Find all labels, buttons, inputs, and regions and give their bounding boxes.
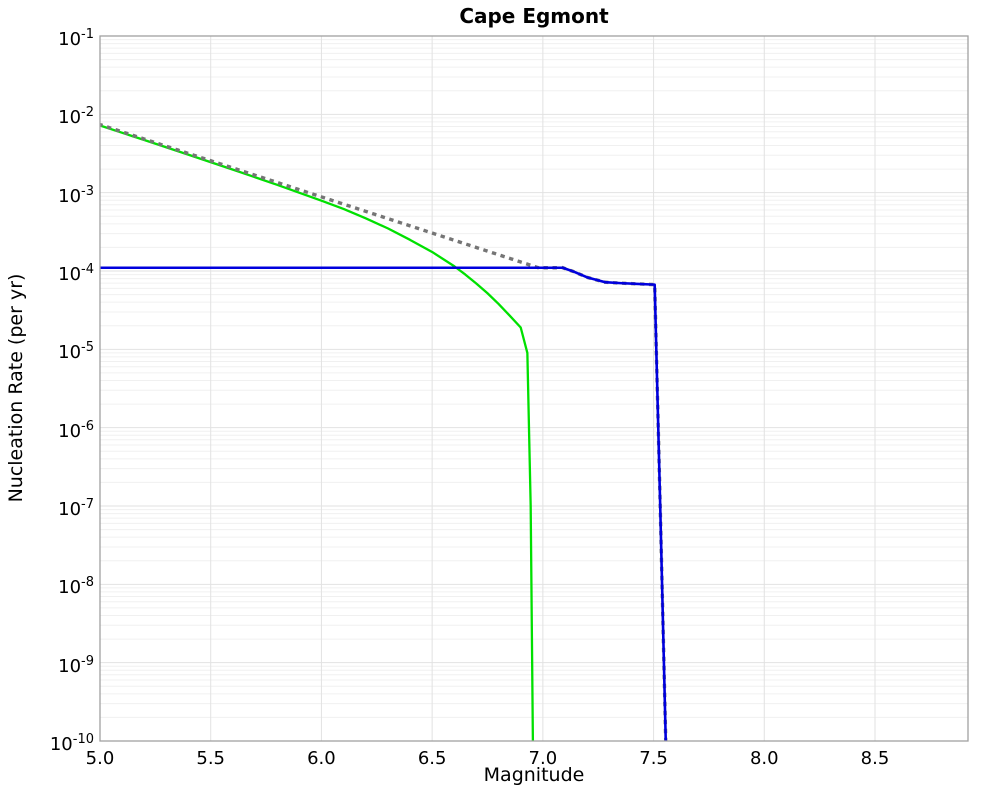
y-tick-label: 10-5 — [58, 340, 94, 364]
y-tick-label: 10-3 — [58, 183, 94, 207]
axis-border — [99, 35, 969, 742]
y-tick-label: 10-4 — [58, 262, 94, 285]
chart-title: Cape Egmont — [459, 4, 609, 28]
y-tick-label: 10-6 — [58, 418, 94, 442]
x-tick-label: 5.0 — [85, 748, 115, 769]
x-tick-label: 7.0 — [528, 748, 558, 769]
green-solid-curve — [100, 124, 535, 741]
blue-solid-curve — [100, 266, 668, 741]
y-tick-label: 10-10 — [49, 732, 94, 755]
x-tick-label: 7.5 — [639, 748, 668, 769]
y-axis-title: Nucleation Rate (per yr) — [5, 273, 27, 503]
plot-background — [100, 36, 968, 741]
x-tick-label: 8.0 — [749, 748, 779, 769]
x-axis-title: Magnitude — [483, 764, 585, 786]
y-tick-label: 10-2 — [58, 105, 94, 129]
y-tick-label: 10-7 — [58, 497, 94, 520]
y-tick-label: 10-1 — [58, 27, 94, 50]
y-tick-label: 10-8 — [58, 575, 94, 599]
y-tick-label: 10-9 — [58, 653, 94, 677]
x-tick-label: 5.5 — [196, 748, 226, 769]
x-tick-label: 6.0 — [307, 748, 336, 769]
x-tick-label: 6.5 — [417, 748, 447, 769]
x-tick-label: 8.5 — [860, 748, 890, 769]
